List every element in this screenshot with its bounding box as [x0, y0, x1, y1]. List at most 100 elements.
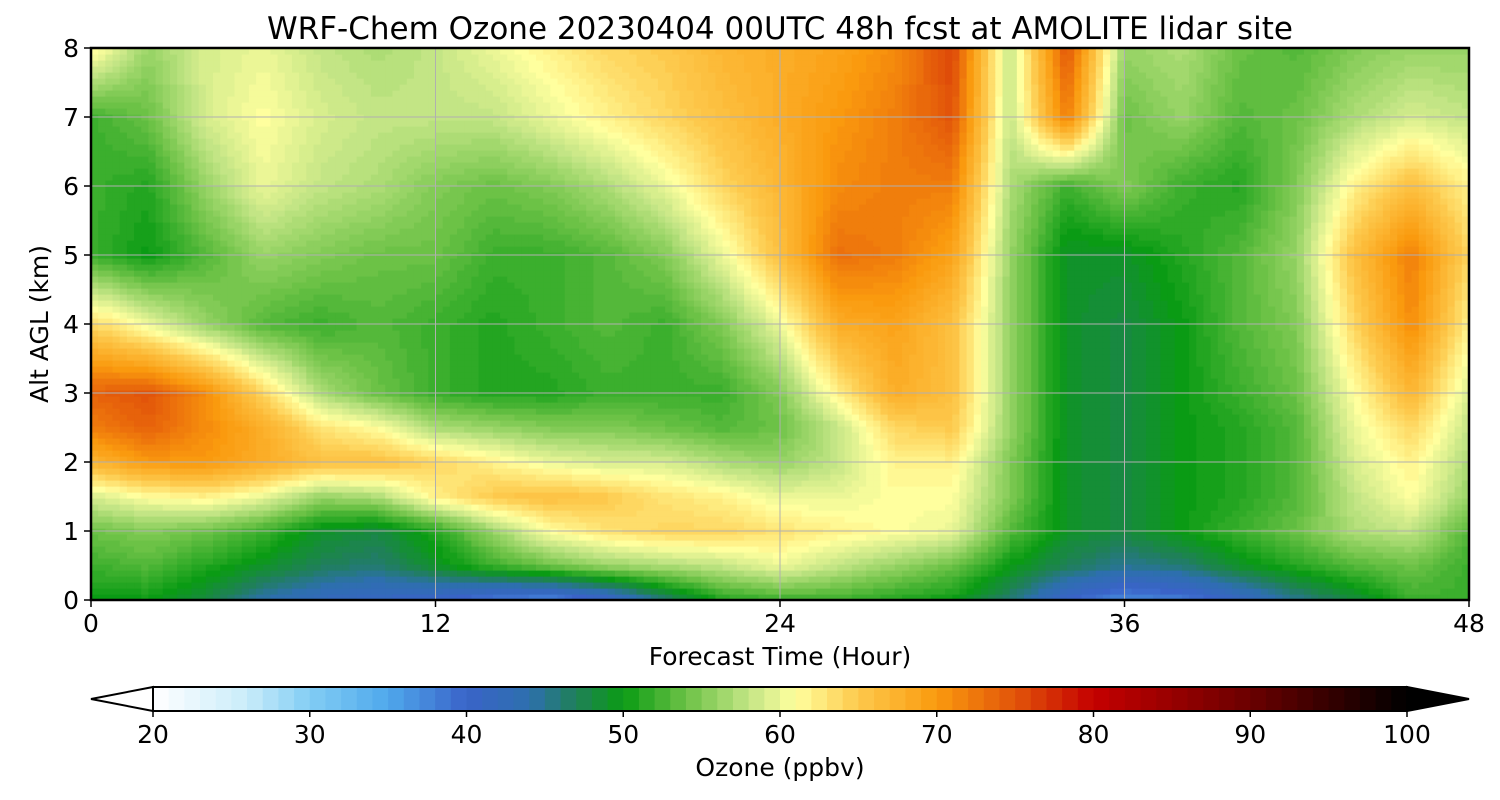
- heatmap-cell: [291, 564, 300, 571]
- heatmap-cell: [1425, 456, 1434, 463]
- heatmap-cell: [902, 546, 910, 553]
- heatmap-cell: [980, 468, 989, 475]
- heatmap-cell: [801, 444, 810, 451]
- heatmap-cell: [277, 504, 286, 511]
- heatmap-cell: [880, 564, 889, 571]
- heatmap-cell: [1454, 546, 1463, 553]
- heatmap-cell: [1303, 444, 1312, 451]
- heatmap-cell: [902, 444, 910, 451]
- heatmap-cell: [851, 456, 860, 463]
- heatmap-cell: [1153, 522, 1161, 529]
- heatmap-cell: [327, 486, 336, 493]
- heatmap-cell: [629, 456, 638, 463]
- heatmap-cell: [220, 558, 228, 565]
- heatmap-cell: [1217, 570, 1226, 577]
- heatmap-cell: [385, 516, 394, 523]
- heatmap-cell: [909, 534, 917, 541]
- heatmap-cell: [1067, 474, 1075, 481]
- heatmap-cell: [500, 522, 508, 529]
- heatmap-cell: [162, 486, 171, 493]
- heatmap-cell: [579, 480, 587, 487]
- heatmap-cell: [1002, 474, 1011, 481]
- heatmap-cell: [1146, 504, 1154, 511]
- heatmap-cell: [679, 486, 688, 493]
- heatmap-cell: [378, 468, 386, 475]
- heatmap-cell: [421, 540, 429, 547]
- heatmap-cell: [169, 558, 178, 565]
- heatmap-cell: [485, 444, 494, 451]
- heatmap-cell: [995, 456, 1004, 463]
- heatmap-cell: [184, 564, 193, 571]
- heatmap-cell: [1102, 456, 1111, 463]
- heatmap-cell: [492, 456, 501, 463]
- heatmap-cell: [930, 564, 939, 571]
- heatmap-cell: [708, 486, 717, 493]
- heatmap-cell: [1117, 546, 1126, 553]
- heatmap-cell: [155, 570, 164, 577]
- heatmap-cell: [198, 516, 207, 523]
- heatmap-cell: [1138, 576, 1147, 583]
- heatmap-cell: [1016, 444, 1025, 451]
- heatmap-cell: [1411, 534, 1420, 541]
- heatmap-cell: [119, 462, 128, 469]
- heatmap-cell: [952, 462, 961, 469]
- heatmap-cell: [1038, 510, 1047, 517]
- heatmap-cell: [543, 516, 551, 523]
- heatmap-cell: [600, 534, 609, 541]
- heatmap-cell: [593, 534, 602, 541]
- heatmap-cell: [808, 582, 817, 589]
- heatmap-cell: [1059, 510, 1068, 517]
- heatmap-cell: [593, 480, 602, 487]
- heatmap-cell: [485, 498, 494, 505]
- heatmap-cell: [1318, 516, 1327, 523]
- heatmap-cell: [679, 450, 688, 457]
- heatmap-cell: [1131, 576, 1140, 583]
- heatmap-cell: [500, 576, 508, 583]
- heatmap-cell: [105, 474, 114, 481]
- heatmap-cell: [1138, 486, 1147, 493]
- heatmap-cell: [234, 516, 243, 523]
- heatmap-cell: [112, 438, 121, 445]
- heatmap-cell: [550, 480, 559, 487]
- heatmap-cell: [349, 516, 358, 523]
- heatmap-cell: [952, 444, 961, 451]
- heatmap-cell: [736, 546, 745, 553]
- heatmap-cell: [198, 444, 207, 451]
- heatmap-cell: [313, 486, 322, 493]
- heatmap-cell: [141, 576, 150, 583]
- heatmap-cell: [1210, 480, 1219, 487]
- heatmap-cell: [1088, 450, 1097, 457]
- heatmap-cell: [650, 468, 659, 475]
- heatmap-cell: [579, 468, 587, 475]
- heatmap-cell: [593, 522, 602, 529]
- heatmap-cell: [1217, 510, 1226, 517]
- heatmap-cell: [593, 564, 602, 571]
- heatmap-cell: [1303, 576, 1312, 583]
- heatmap-cell: [1239, 522, 1248, 529]
- heatmap-cell: [1232, 498, 1240, 505]
- heatmap-cell: [1189, 510, 1197, 517]
- heatmap-cell: [665, 462, 673, 469]
- heatmap-cell: [535, 594, 544, 601]
- heatmap-cell: [780, 450, 788, 457]
- heatmap-cell: [306, 576, 315, 583]
- heatmap-cell: [248, 570, 257, 577]
- heatmap-cell: [1009, 582, 1018, 589]
- heatmap-cell: [1146, 456, 1154, 463]
- heatmap-cell: [643, 546, 652, 553]
- heatmap-cell: [105, 588, 114, 595]
- heatmap-cell: [1095, 588, 1104, 595]
- heatmap-cell: [980, 474, 989, 481]
- heatmap-cell: [263, 456, 272, 463]
- heatmap-cell: [471, 588, 480, 595]
- heatmap-cell: [880, 594, 889, 601]
- heatmap-cells: [91, 48, 1470, 601]
- heatmap-cell: [213, 444, 221, 451]
- heatmap-cell: [263, 558, 272, 565]
- heatmap-cell: [227, 510, 236, 517]
- heatmap-cell: [313, 594, 322, 601]
- heatmap-cell: [435, 564, 444, 571]
- heatmap-cell: [564, 552, 573, 559]
- heatmap-cell: [521, 492, 530, 499]
- heatmap-cell: [1282, 594, 1291, 601]
